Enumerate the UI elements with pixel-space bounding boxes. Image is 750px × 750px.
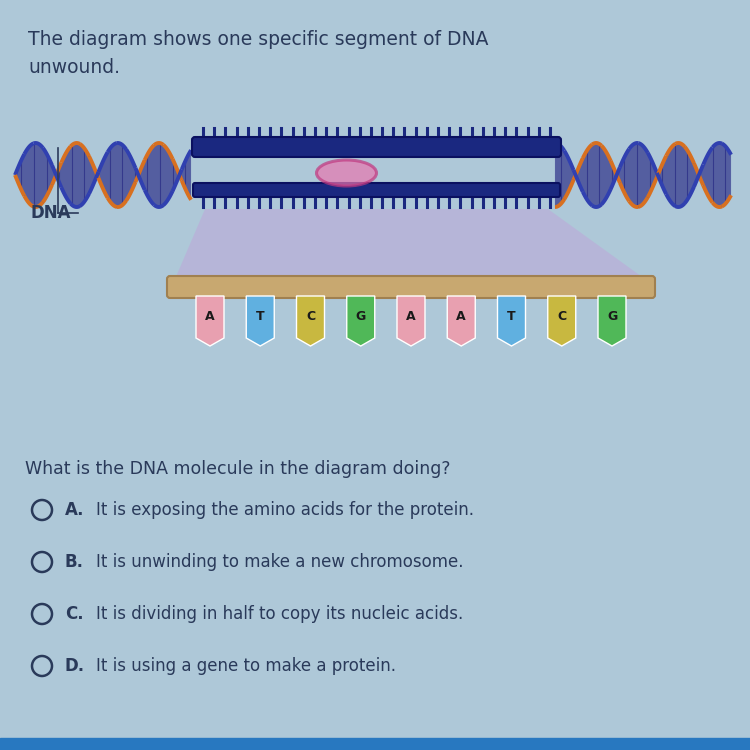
Polygon shape: [447, 296, 476, 346]
Text: It is exposing the amino acids for the protein.: It is exposing the amino acids for the p…: [96, 501, 474, 519]
Text: A: A: [206, 310, 214, 323]
Text: T: T: [507, 310, 516, 323]
Text: A: A: [457, 310, 466, 323]
Text: It is unwinding to make a new chromosome.: It is unwinding to make a new chromosome…: [96, 553, 464, 571]
Polygon shape: [296, 296, 325, 346]
Text: A: A: [406, 310, 416, 323]
Ellipse shape: [316, 160, 376, 186]
Polygon shape: [397, 296, 425, 346]
Text: C.: C.: [65, 605, 84, 623]
Text: D.: D.: [65, 657, 85, 675]
FancyBboxPatch shape: [193, 183, 560, 197]
Text: It is dividing in half to copy its nucleic acids.: It is dividing in half to copy its nucle…: [96, 605, 464, 623]
Text: unwound.: unwound.: [28, 58, 120, 77]
Bar: [0, 738, 750, 750]
Text: The diagram shows one specific segment of DNA: The diagram shows one specific segment o…: [28, 30, 488, 49]
FancyBboxPatch shape: [192, 137, 561, 157]
Polygon shape: [598, 296, 626, 346]
Text: G: G: [607, 310, 617, 323]
FancyBboxPatch shape: [167, 276, 655, 298]
Polygon shape: [196, 296, 224, 346]
Text: T: T: [256, 310, 265, 323]
Text: B.: B.: [65, 553, 84, 571]
Text: It is using a gene to make a protein.: It is using a gene to make a protein.: [96, 657, 396, 675]
Text: What is the DNA molecule in the diagram doing?: What is the DNA molecule in the diagram …: [25, 460, 451, 478]
Polygon shape: [246, 296, 274, 346]
Text: C: C: [306, 310, 315, 323]
Polygon shape: [548, 296, 576, 346]
Polygon shape: [497, 296, 526, 346]
Polygon shape: [346, 296, 375, 346]
Text: DNA: DNA: [30, 204, 70, 222]
Text: C: C: [557, 310, 566, 323]
Text: G: G: [356, 310, 366, 323]
Polygon shape: [175, 209, 645, 279]
Text: A.: A.: [65, 501, 85, 519]
